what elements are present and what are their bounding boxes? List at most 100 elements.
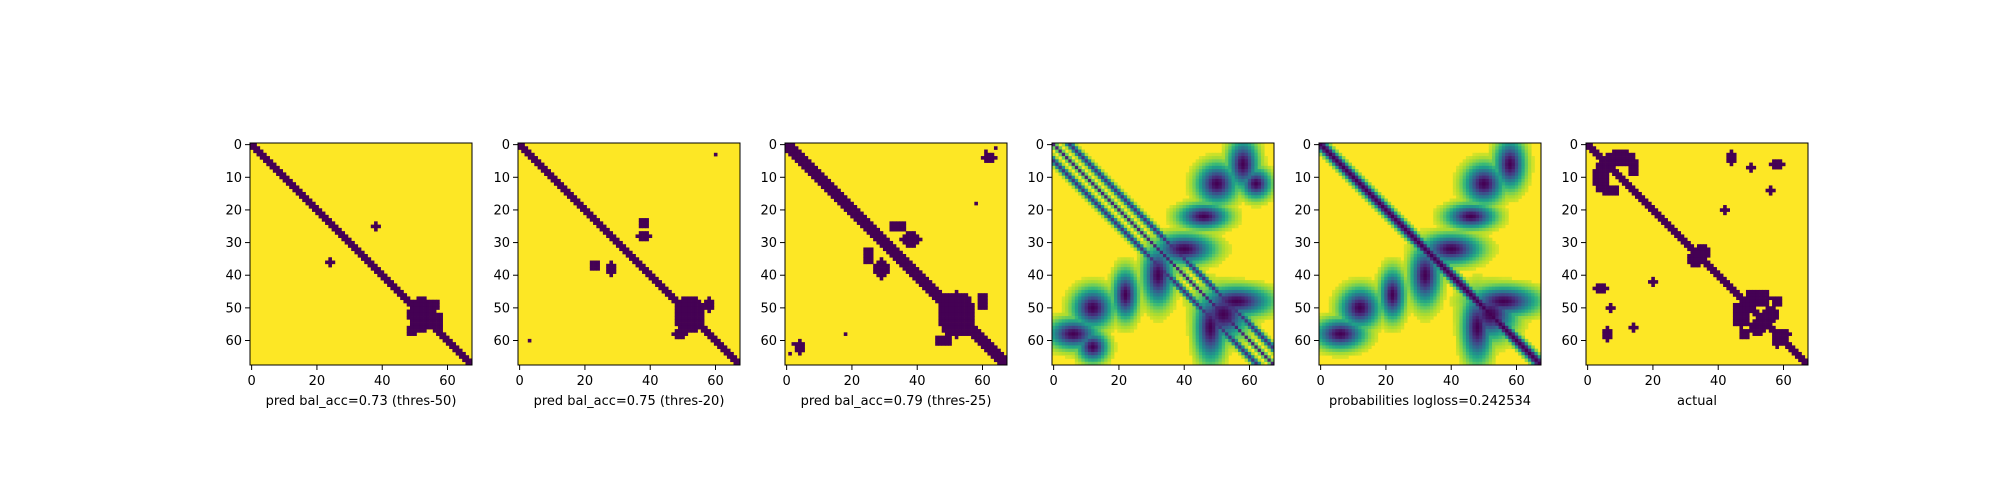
- heatmap-cell: [1100, 293, 1105, 297]
- heatmap-cell: [1254, 188, 1259, 193]
- heatmap-cell: [1495, 162, 1499, 167]
- heatmap-cell: [948, 335, 952, 340]
- heatmap-cell: [1443, 250, 1447, 255]
- heatmap-cell: [938, 342, 943, 346]
- heatmap-cell: [1205, 312, 1210, 317]
- heatmap-cell: [1238, 178, 1242, 183]
- heatmap-cell: [876, 237, 881, 242]
- heatmap-cell: [1198, 335, 1203, 340]
- heatmap-cell: [1270, 165, 1275, 170]
- heatmap-cell: [1234, 221, 1239, 225]
- heatmap-cell: [1195, 263, 1200, 268]
- heatmap-cell: [325, 214, 329, 219]
- heatmap-cell: [1456, 195, 1460, 199]
- heatmap-cell: [1270, 342, 1275, 346]
- heatmap-cell: [1358, 172, 1362, 176]
- heatmap-cell: [1394, 218, 1398, 222]
- heatmap-cell: [1130, 205, 1134, 209]
- y-tick-label: 20: [225, 203, 242, 218]
- heatmap-cell: [1061, 345, 1066, 350]
- heatmap-cell: [1110, 299, 1115, 304]
- heatmap-cell: [1384, 214, 1388, 219]
- heatmap-cell: [1149, 270, 1154, 274]
- heatmap-cell: [1133, 263, 1138, 268]
- heatmap-cell: [1172, 273, 1177, 278]
- heatmap-cell: [1234, 214, 1239, 219]
- heatmap-cell: [909, 273, 913, 278]
- heatmap-cell: [1185, 296, 1190, 301]
- heatmap-cell: [1221, 289, 1226, 294]
- heatmap-cell: [1505, 201, 1509, 206]
- heatmap-cell: [1198, 188, 1203, 193]
- heatmap-cell: [684, 316, 689, 320]
- heatmap-cell: [1189, 332, 1193, 336]
- heatmap-cell: [1110, 270, 1115, 274]
- heatmap-cell: [860, 214, 864, 219]
- heatmap-cell: [325, 218, 329, 222]
- heatmap-cell: [954, 335, 959, 340]
- heatmap-cell: [1485, 240, 1490, 245]
- heatmap-cell: [1123, 312, 1128, 317]
- heatmap-cell: [1443, 231, 1447, 235]
- heatmap-cell: [1169, 237, 1174, 242]
- heatmap-cell: [1449, 234, 1454, 239]
- heatmap-cell: [1488, 237, 1493, 242]
- heatmap-cell: [1488, 175, 1493, 180]
- heatmap-cell: [1130, 244, 1134, 248]
- heatmap-cell: [1117, 306, 1121, 310]
- heatmap-cell: [1146, 302, 1151, 307]
- heatmap-cell: [1364, 182, 1369, 186]
- heatmap-cell: [1531, 162, 1535, 167]
- heatmap-cell: [1114, 195, 1118, 199]
- heatmap-cell: [1254, 169, 1259, 173]
- heatmap-cell: [798, 162, 802, 167]
- heatmap-cell: [396, 289, 401, 294]
- heatmap-cell: [1221, 247, 1226, 252]
- heatmap-cell: [1449, 224, 1454, 229]
- heatmap-cell: [1091, 361, 1095, 366]
- heatmap-cell: [1238, 322, 1242, 327]
- heatmap-cell: [1195, 358, 1200, 363]
- heatmap-cell: [1485, 191, 1490, 196]
- heatmap-cell: [1071, 143, 1076, 147]
- heatmap-cell: [1097, 319, 1102, 323]
- heatmap-cell: [557, 185, 561, 190]
- heatmap-cell: [1120, 191, 1125, 196]
- heatmap-cell: [1338, 169, 1343, 173]
- heatmap-cell: [671, 293, 676, 297]
- heatmap-cell: [691, 312, 695, 317]
- heatmap-cell: [1071, 152, 1076, 157]
- heatmap-cell: [1055, 169, 1059, 173]
- heatmap-cell: [1127, 283, 1131, 287]
- heatmap-cell: [1123, 195, 1128, 199]
- heatmap-cell: [1071, 296, 1076, 301]
- heatmap-cell: [645, 237, 649, 242]
- heatmap-cell: [1058, 338, 1063, 343]
- heatmap-cell: [1107, 218, 1112, 222]
- heatmap-cell: [1120, 201, 1125, 206]
- heatmap-cell: [1071, 293, 1076, 297]
- heatmap-cell: [674, 316, 679, 320]
- heatmap-cell: [1488, 205, 1493, 209]
- heatmap-cell: [1195, 257, 1200, 261]
- heatmap-cell: [1488, 247, 1493, 252]
- heatmap-cell: [1091, 322, 1095, 327]
- heatmap-cell: [1198, 254, 1203, 258]
- heatmap-cell: [1055, 332, 1059, 336]
- heatmap-cell: [1130, 267, 1134, 271]
- heatmap-cell: [1390, 211, 1395, 216]
- heatmap-cell: [912, 244, 916, 248]
- heatmap-cell: [1485, 221, 1490, 225]
- heatmap-cell: [1485, 185, 1490, 190]
- heatmap-cell: [1452, 227, 1457, 232]
- heatmap-cell: [1169, 302, 1174, 307]
- heatmap-cell: [1228, 175, 1232, 180]
- heatmap-cell: [416, 309, 421, 314]
- heatmap-cell: [938, 309, 943, 314]
- heatmap-cell: [1120, 273, 1125, 278]
- heatmap-cell: [1202, 316, 1206, 320]
- heatmap-cell: [1169, 296, 1174, 301]
- heatmap-cell: [971, 319, 975, 323]
- heatmap-cell: [1257, 149, 1262, 154]
- heatmap-cell: [1495, 224, 1499, 229]
